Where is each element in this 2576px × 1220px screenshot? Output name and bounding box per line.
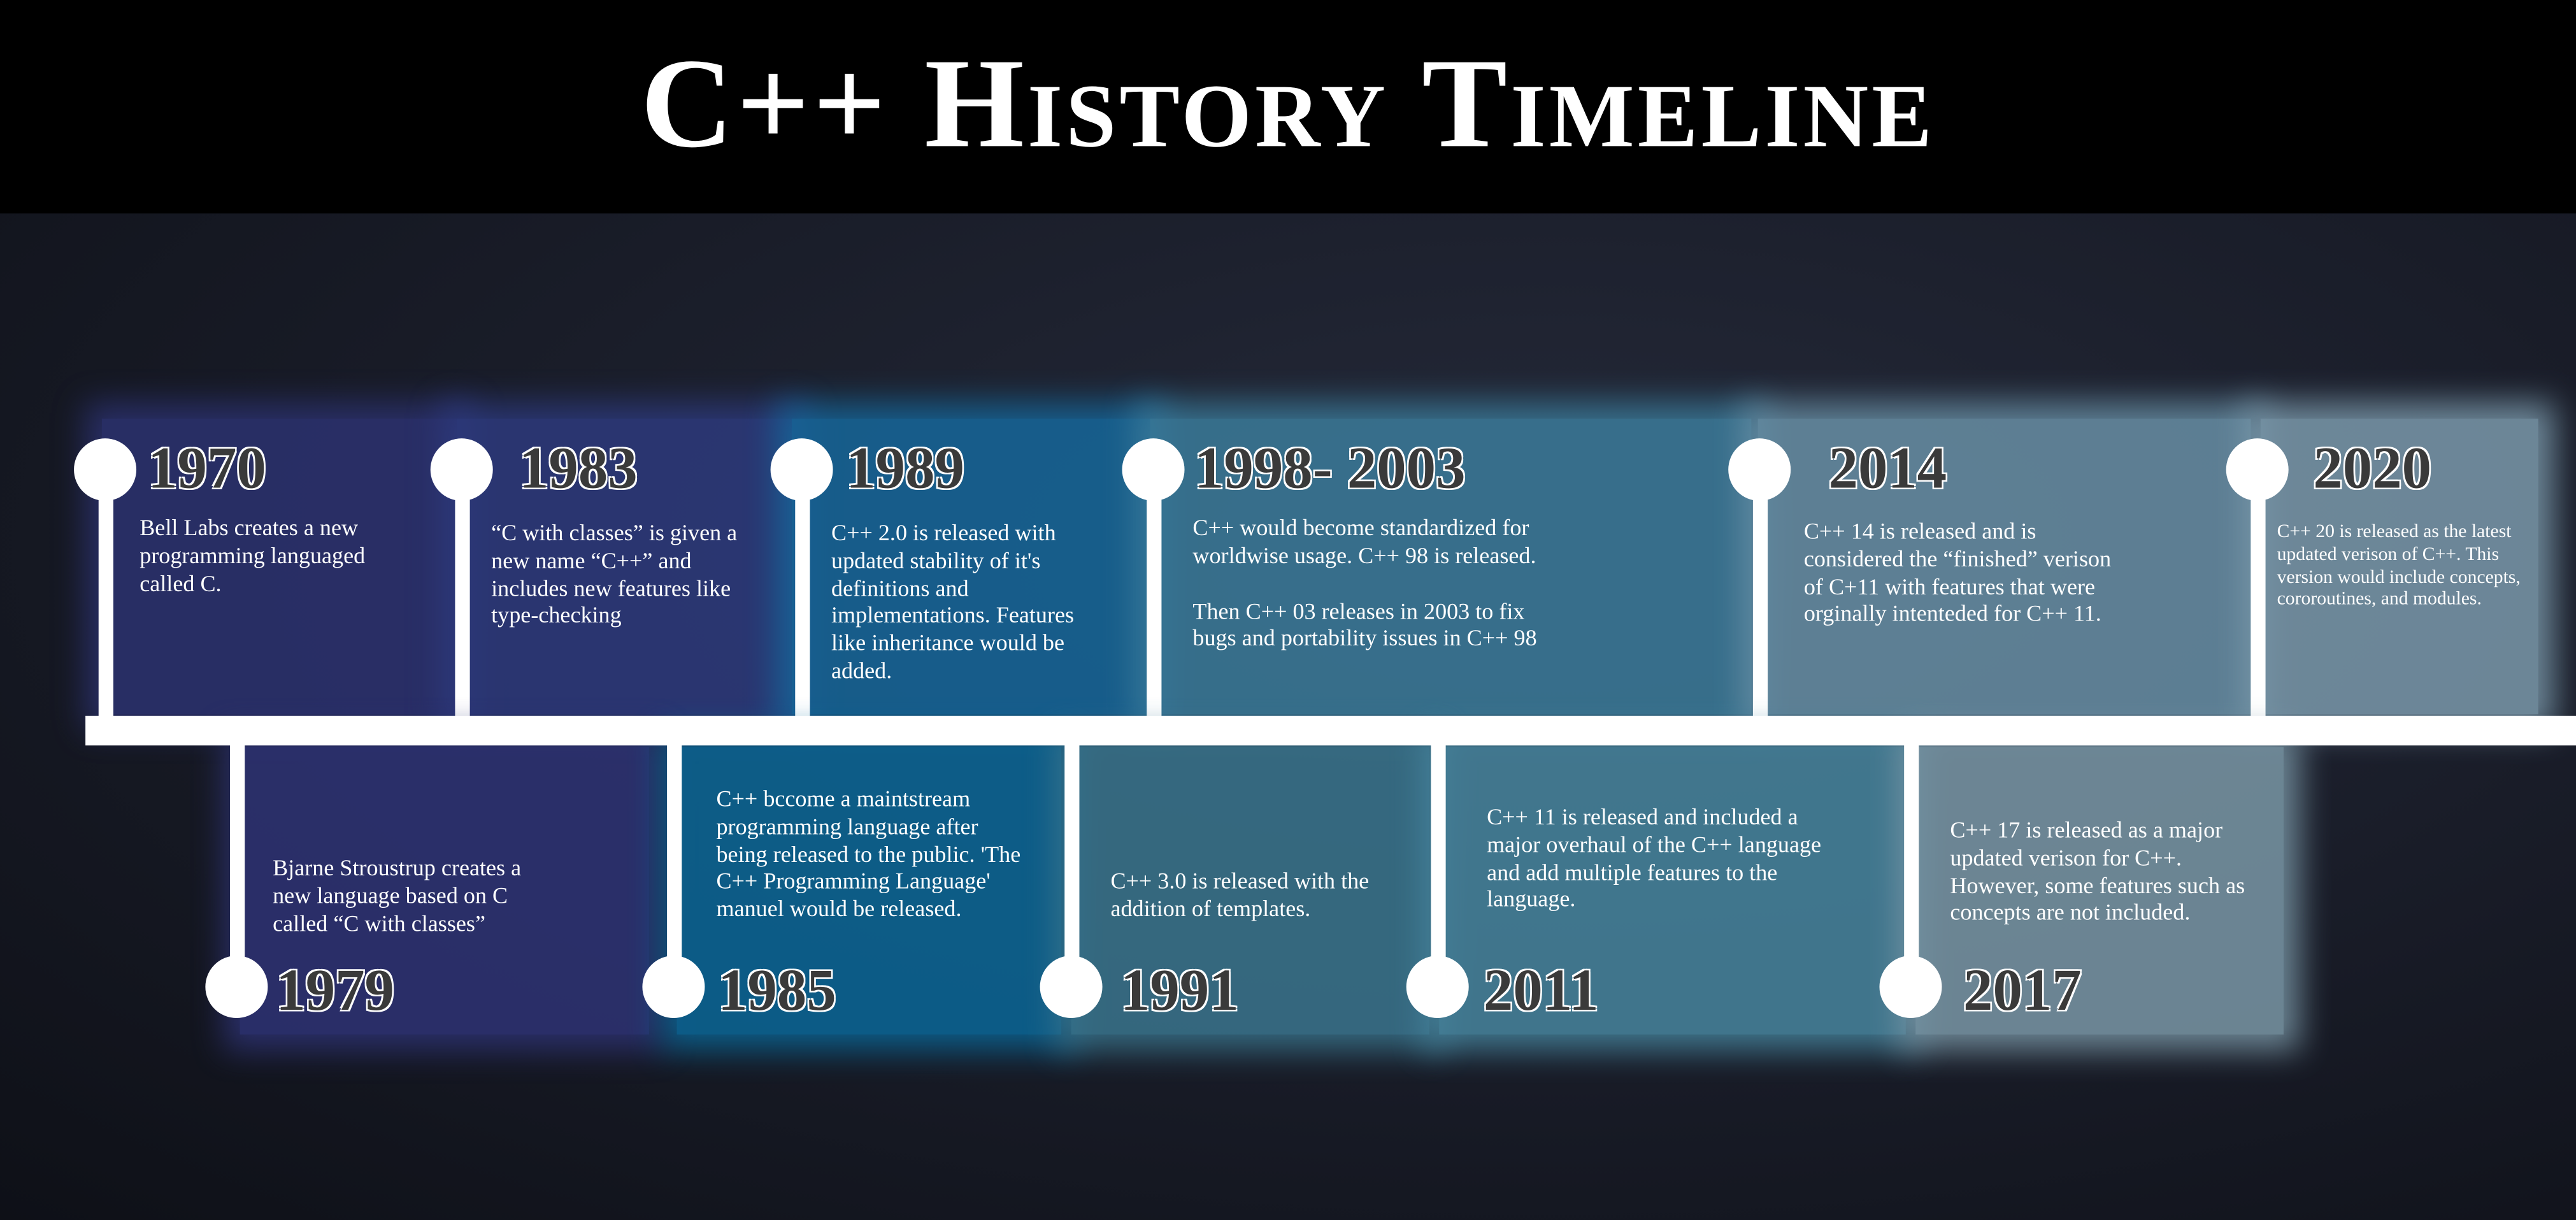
event-year: 1979	[276, 957, 394, 1023]
timeline-dot	[1122, 438, 1185, 501]
timeline-dot	[1879, 956, 1942, 1018]
header: C++ History Timeline	[0, 0, 2576, 214]
event-panel	[1150, 419, 1752, 715]
event-description: C++ 2.0 is released with updated stabili…	[831, 522, 1110, 688]
timeline-dot	[205, 956, 268, 1018]
event-year: 1989	[846, 435, 964, 501]
description-paragraph: “C with classes” is given a new name “C+…	[491, 522, 738, 630]
timeline-dot	[1728, 438, 1791, 501]
event-panel	[792, 419, 1150, 715]
event-panel	[240, 747, 649, 1035]
event-panel	[2260, 419, 2538, 715]
description-paragraph: C++ would become standardized for worldw…	[1192, 517, 1536, 570]
connector	[1431, 738, 1446, 987]
connector	[1064, 738, 1080, 987]
event-year: 1970	[148, 435, 266, 501]
connector	[1147, 470, 1162, 723]
timeline-dot	[770, 438, 833, 501]
event-year: 2014	[1828, 435, 1947, 501]
event-panel	[676, 747, 1062, 1035]
event-panel	[101, 419, 457, 715]
event-description: C++ 20 is released as the latest updated…	[2277, 522, 2527, 613]
timeline-bar	[85, 715, 2576, 746]
description-paragraph: Bell Labs creates a new programming lang…	[140, 517, 366, 598]
description-paragraph: C++ 17 is released as a major updated ve…	[1950, 819, 2245, 927]
event-year: 2017	[1963, 957, 2082, 1023]
event-panel	[1439, 747, 1906, 1035]
description-paragraph: C++ bccome a maintstream programming lan…	[716, 788, 1021, 923]
timeline-dot	[2226, 438, 2289, 501]
timeline-dot	[642, 956, 705, 1018]
event-description: C++ 17 is released as a major updated ve…	[1950, 819, 2254, 929]
connector	[98, 470, 113, 723]
description-paragraph: C++ 14 is released and is considered the…	[1803, 520, 2112, 628]
timeline-dot	[74, 438, 137, 501]
event-year: 1998- 2003	[1194, 435, 1466, 501]
connector	[795, 470, 810, 723]
connector	[455, 470, 470, 723]
connector	[2250, 470, 2266, 723]
description-paragraph: C++ 20 is released as the latest updated…	[2277, 522, 2521, 610]
event-year: 1983	[519, 435, 638, 501]
event-year: 1991	[1120, 957, 1239, 1023]
description-paragraph: C++ 3.0 is released with the addition of…	[1110, 870, 1370, 922]
event-description: C++ bccome a maintstream programming lan…	[716, 788, 1028, 926]
event-description: Bell Labs creates a new programming lang…	[140, 517, 419, 600]
event-description: Bjarne Stroustrup creates a new language…	[273, 857, 560, 940]
event-year: 2020	[2313, 435, 2432, 501]
description-paragraph: Bjarne Stroustrup creates a new language…	[273, 857, 522, 937]
event-description: C++ 14 is released and is considered the…	[1804, 520, 2116, 631]
timeline-dot	[430, 438, 493, 501]
description-paragraph: C++ 2.0 is released with updated stabili…	[831, 522, 1075, 685]
event-description: C++ would become standardized for worldw…	[1192, 517, 1538, 656]
event-year: 2011	[1483, 957, 1599, 1023]
event-description: C++ 3.0 is released with the addition of…	[1110, 870, 1414, 926]
event-panel	[1071, 747, 1429, 1035]
event-panel	[456, 419, 792, 715]
timeline-dot	[1406, 956, 1469, 1018]
description-paragraph: C++ 11 is released and included a major …	[1487, 806, 1822, 914]
event-description: C++ 11 is released and included a major …	[1487, 807, 1848, 917]
connector	[1752, 470, 1768, 723]
event-description: “C with classes” is given a new name “C+…	[491, 522, 774, 633]
connector	[667, 738, 682, 987]
event-panel	[1915, 747, 2284, 1035]
timeline-dot	[1040, 956, 1103, 1018]
connector	[1904, 738, 1919, 987]
title: C++ History Timeline	[640, 31, 1936, 175]
connector	[230, 738, 245, 987]
event-year: 1985	[718, 957, 836, 1023]
description-paragraph: Then C++ 03 releases in 2003 to fix bugs…	[1192, 600, 1537, 653]
event-panel	[1757, 419, 2251, 715]
